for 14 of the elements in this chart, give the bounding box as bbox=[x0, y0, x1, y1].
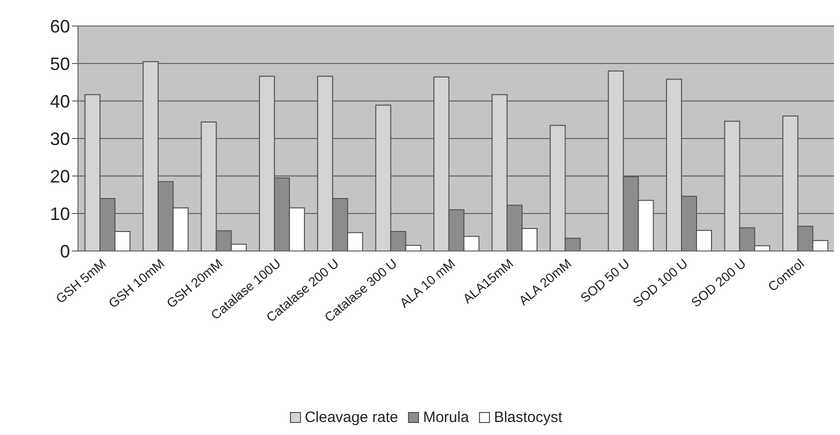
y-tick-label: 20 bbox=[50, 166, 70, 186]
legend-label: Blastocyst bbox=[494, 409, 562, 426]
y-tick-label: 50 bbox=[50, 54, 70, 74]
y-tick-label: 0 bbox=[60, 241, 70, 262]
legend-label: Morula bbox=[423, 409, 469, 426]
y-tick-label: 10 bbox=[50, 204, 70, 224]
legend-label: Cleavage rate bbox=[304, 409, 398, 426]
x-tick-label: SOD 200 U bbox=[688, 256, 749, 310]
y-tick-label: 30 bbox=[50, 128, 70, 149]
x-tick-label: ALA 10 mM bbox=[396, 256, 458, 310]
x-tick-label: SOD 50 U bbox=[577, 256, 632, 306]
x-tick-label: SOD 100 U bbox=[630, 256, 691, 310]
y-tick-label: 40 bbox=[50, 91, 70, 112]
y-tick-label: 60 bbox=[50, 16, 70, 36]
